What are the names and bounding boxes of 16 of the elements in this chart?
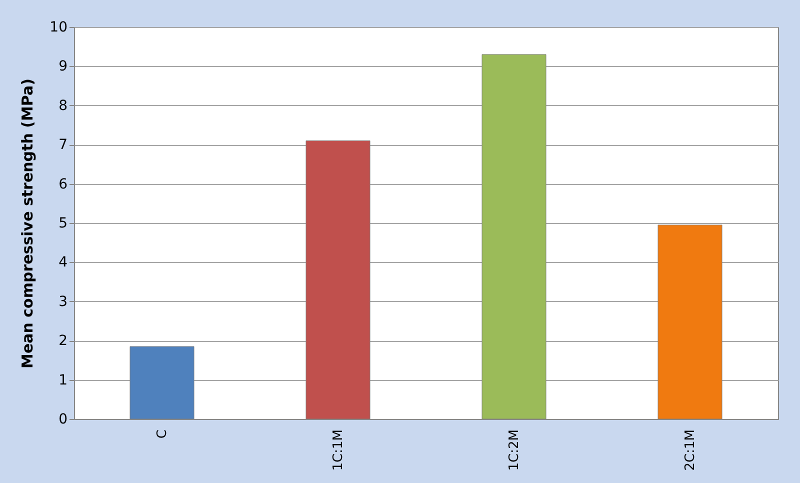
y-tick-label: 1 xyxy=(58,372,68,388)
x-tick-label: 1C:2M xyxy=(507,430,522,471)
y-tick-label: 7 xyxy=(58,137,68,154)
y-tick-label: 4 xyxy=(58,254,68,271)
y-tick-label: 0 xyxy=(58,412,68,428)
y-tick-label: 6 xyxy=(58,176,68,192)
x-tick-label: 1C:1M xyxy=(331,430,346,471)
y-tick-label: 5 xyxy=(58,216,68,232)
y-tick-label: 3 xyxy=(58,294,68,310)
x-tick-label: 2C:1M xyxy=(683,430,698,471)
x-tick-label: C xyxy=(155,430,170,439)
y-tick-label: 8 xyxy=(58,98,68,114)
y-tick-label: 2 xyxy=(58,333,68,350)
y-axis-title: Mean compressive strength (MPa) xyxy=(18,78,37,368)
y-tick-label: 10 xyxy=(50,20,68,36)
y-tick-label: 9 xyxy=(58,58,68,75)
